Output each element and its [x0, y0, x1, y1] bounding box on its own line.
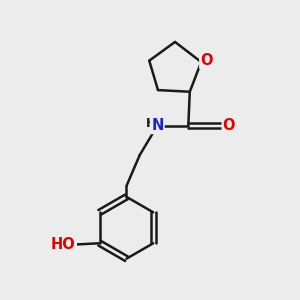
- Text: N: N: [151, 118, 164, 133]
- Text: H: H: [146, 117, 156, 130]
- Text: O: O: [223, 118, 235, 133]
- Text: O: O: [200, 53, 213, 68]
- Text: HO: HO: [51, 237, 76, 252]
